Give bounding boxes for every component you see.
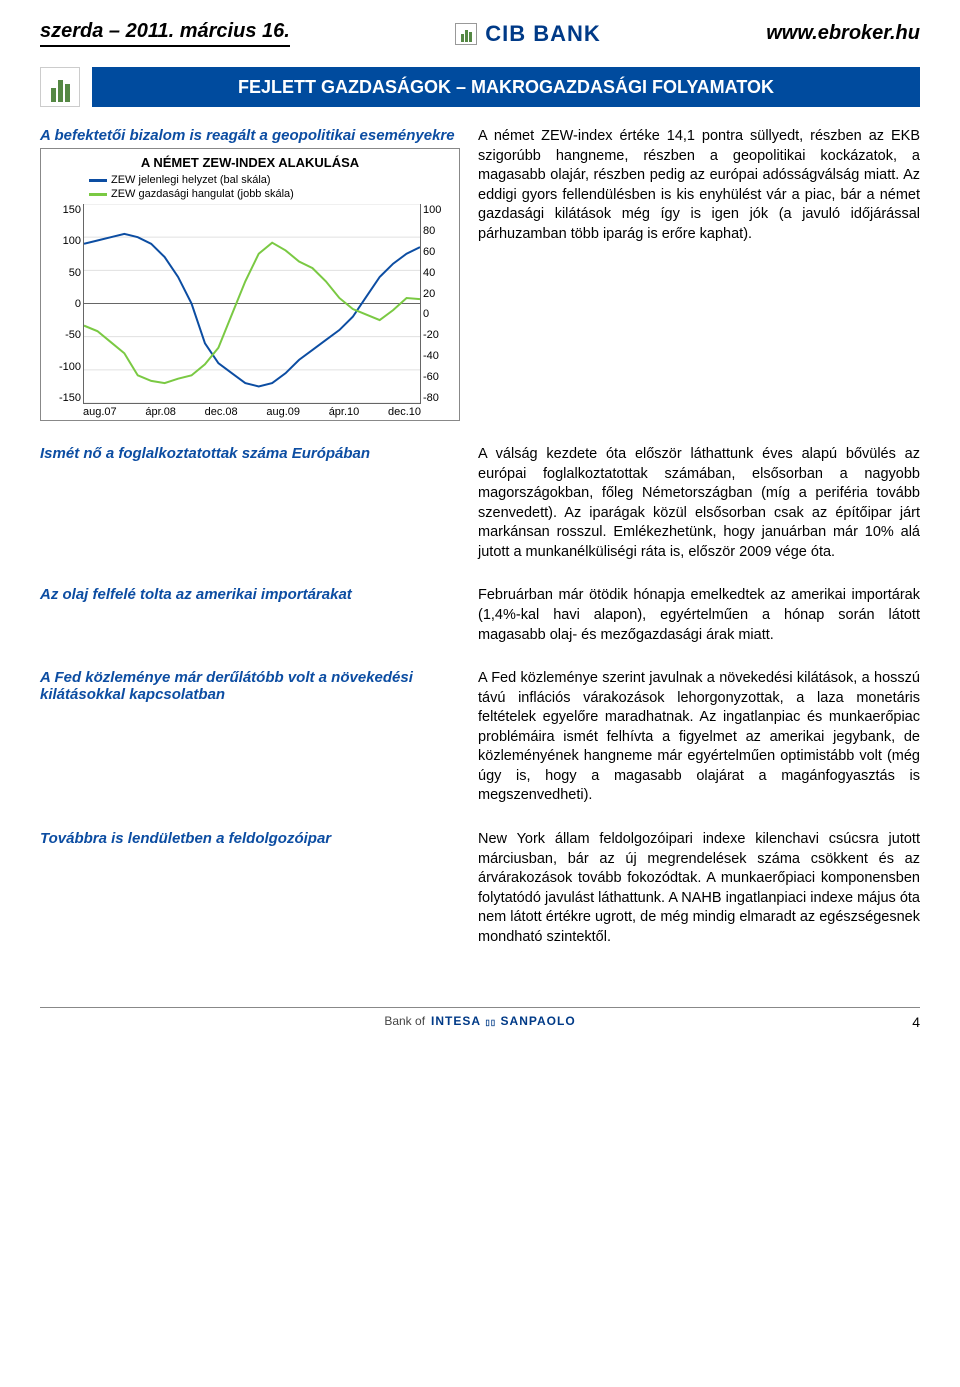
section-heading: Továbbra is lendületben a feldolgozóipar (40, 830, 460, 847)
bank-name: CIB BANK (485, 21, 601, 47)
footer-prefix: Bank of (384, 1014, 425, 1028)
chart-plot (83, 204, 421, 404)
legend-swatch (89, 179, 107, 182)
bank-logo: CIB BANK (455, 21, 601, 47)
body-text: A válság kezdete óta először láthattunk … (478, 445, 920, 562)
section-heading: Ismét nő a foglalkoztatottak száma Európ… (40, 445, 460, 462)
legend-label: ZEW jelenlegi helyzet (bal skála) (111, 174, 271, 186)
section-heading: A befektetői bizalom is reagált a geopol… (40, 127, 460, 144)
section-heading: Az olaj felfelé tolta az amerikai import… (40, 586, 460, 603)
body-text: A Fed közleménye szerint javulnak a növe… (478, 669, 920, 806)
zew-chart: A NÉMET ZEW-INDEX ALAKULÁSA ZEW jelenleg… (40, 148, 460, 421)
page-footer: Bank of INTESA ▯▯ SANPAOLO 4 (40, 1007, 920, 1028)
footer-brand: INTESA ▯▯ SANPAOLO (431, 1014, 576, 1028)
header-date: szerda – 2011. március 16. (40, 20, 290, 47)
bars-icon (455, 23, 477, 45)
chart-title: A NÉMET ZEW-INDEX ALAKULÁSA (49, 155, 451, 170)
legend-label: ZEW gazdasági hangulat (jobb skála) (111, 188, 294, 200)
section-heading: A Fed közleménye már derűlátóbb volt a n… (40, 669, 460, 703)
legend-swatch (89, 193, 107, 196)
section-banner: FEJLETT GAZDASÁGOK – MAKROGAZDASÁGI FOLY… (92, 67, 920, 107)
x-axis: aug.07ápr.08dec.08aug.09ápr.10dec.10 (83, 406, 421, 418)
y-axis-left: 150100500-50-100-150 (49, 204, 83, 404)
body-text: A német ZEW-index értéke 14,1 pontra sül… (478, 127, 920, 244)
body-text: New York állam feldolgozóipari indexe ki… (478, 830, 920, 947)
body-text: Februárban már ötödik hónapja emelkedtek… (478, 586, 920, 645)
chart-legend: ZEW jelenlegi helyzet (bal skála) ZEW ga… (89, 174, 451, 200)
page-number: 4 (912, 1014, 920, 1030)
header-url: www.ebroker.hu (766, 22, 920, 45)
bars-icon (40, 67, 80, 107)
y-axis-right: 100806040200-20-40-60-80 (421, 204, 451, 404)
